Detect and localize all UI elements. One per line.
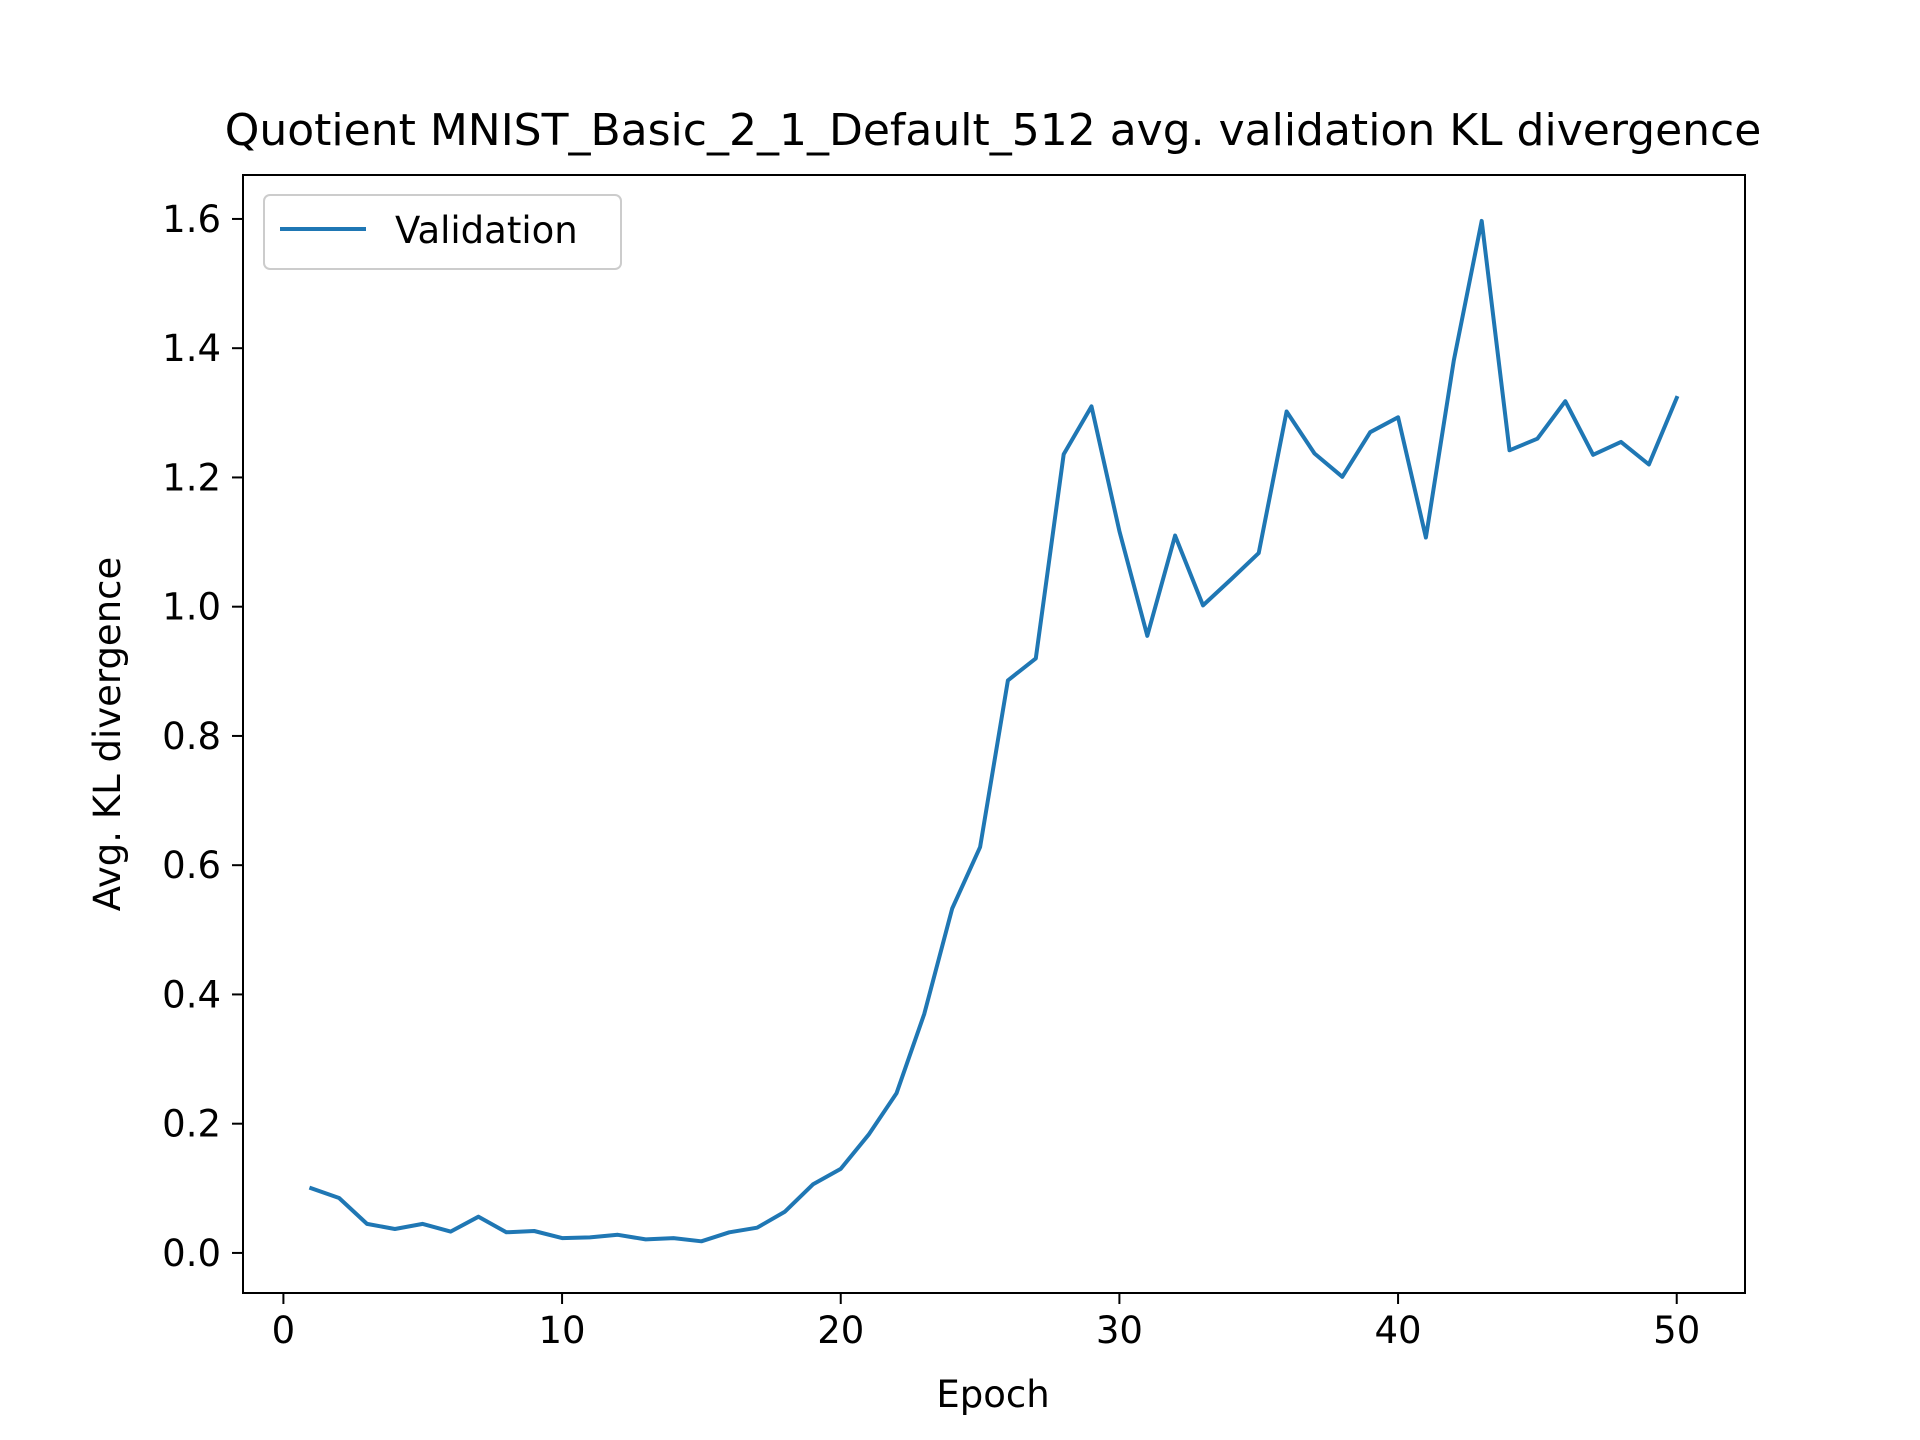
plot-lines [308,218,1680,1244]
x-tick-label: 40 [1375,1309,1422,1352]
x-tick-label: 20 [817,1309,864,1352]
y-axis-label: Avg. KL divergence [86,557,129,911]
y-tick-label: 1.0 [162,586,221,629]
y-tick-label: 1.4 [162,327,221,370]
x-tick-label: 0 [272,1309,296,1352]
axis-ticks: 0 10 20 30 40 50 0.0 0.2 0.4 0.6 0.8 1.0 1.2 1.4 1.6 [162,198,1700,1352]
y-tick-label: 0.8 [162,715,221,758]
y-tick-label: 0.0 [162,1232,221,1275]
y-tick-label: 0.4 [162,973,221,1016]
y-tick-label: 0.6 [162,844,221,887]
plot-area-frame [242,174,1746,1294]
series-line-validation [308,218,1680,1244]
legend-frame [263,194,622,270]
y-tick-label: 0.2 [162,1103,221,1146]
x-tick-label: 10 [539,1309,586,1352]
legend: Validation [263,194,622,270]
x-tick-label: 50 [1653,1309,1700,1352]
x-tick-label: 30 [1096,1309,1143,1352]
y-tick-label: 1.2 [162,456,221,499]
chart-title: Quotient MNIST_Basic_2_1_Default_512 avg… [225,105,1762,156]
x-axis-label: Epoch [936,1373,1049,1416]
y-tick-label: 1.6 [162,198,221,241]
legend-label-validation: Validation [395,209,578,252]
